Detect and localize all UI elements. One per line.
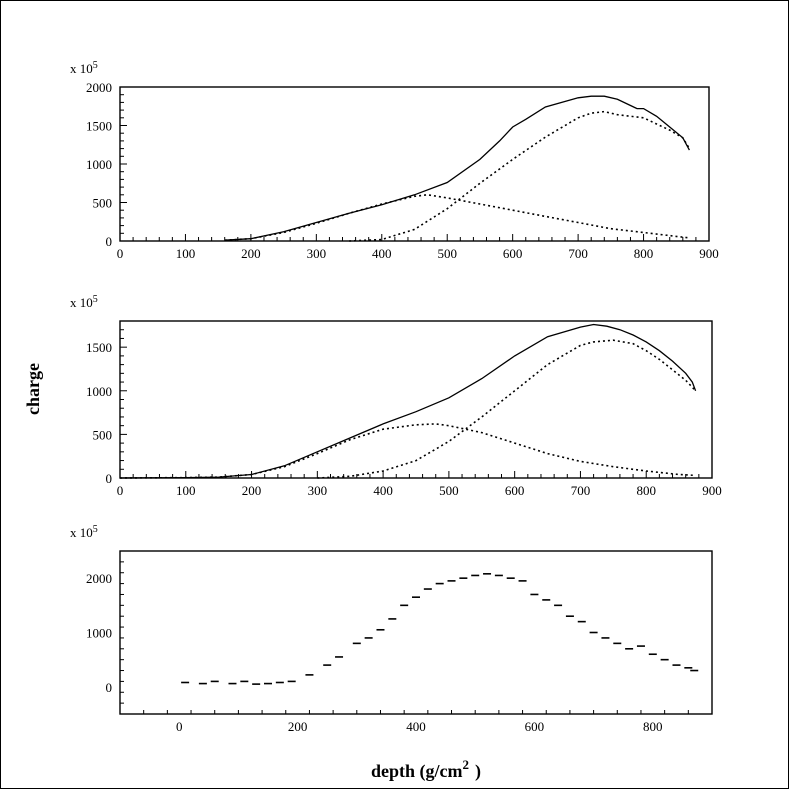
- x-tick-label: 300: [307, 246, 327, 261]
- plot-frame: [119, 550, 713, 715]
- x-tick-label: 700: [571, 483, 591, 498]
- x-tick-label: 600: [525, 719, 545, 734]
- y-multiplier-exponent: 5: [93, 524, 98, 535]
- series-difference: [181, 573, 699, 685]
- x-tick-label: 200: [288, 719, 308, 734]
- series-muon-line: [317, 339, 697, 479]
- y-multiplier-label: x 105: [70, 524, 98, 540]
- x-tick-label: 0: [117, 246, 124, 261]
- x-tick-label: 800: [636, 483, 656, 498]
- series-muon-line: [349, 110, 691, 242]
- x-tick-label: 200: [242, 483, 262, 498]
- y-tick-label: 0: [106, 471, 113, 486]
- y-multiplier-label: x 105: [70, 294, 98, 310]
- x-axis-title-main: depth (g/cm: [371, 761, 463, 782]
- y-multiplier-label: x 105: [70, 60, 98, 76]
- series-total-line: [119, 323, 697, 479]
- x-axis-title-exponent: 2: [463, 757, 470, 772]
- y-tick-label: 1000: [86, 384, 112, 399]
- y-tick-label: 2000: [86, 571, 112, 586]
- x-tick-label: 900: [702, 483, 722, 498]
- x-tick-label: 800: [643, 719, 663, 734]
- panels: 0 100 200 300 400 500 600 700 800 900050010001500…: [70, 60, 722, 734]
- y-axis-title: charge: [23, 363, 43, 415]
- x-tick-label: 400: [406, 719, 426, 734]
- x-tick-label: 600: [505, 483, 525, 498]
- x-axis-title: depth (g/cm2): [371, 757, 481, 782]
- x-tick-label: 300: [308, 483, 328, 498]
- y-multiplier-exponent: 5: [93, 60, 98, 71]
- x-tick-label: 700: [568, 246, 588, 261]
- x-axis-title-close: ): [475, 761, 481, 782]
- plot-frame: [119, 320, 713, 479]
- x-tick-label: 400: [372, 246, 392, 261]
- y-tick-label: 1000: [86, 157, 112, 172]
- y-tick-label: 0: [106, 234, 113, 249]
- plot-frame: [119, 86, 710, 242]
- x-tick-label: 0: [176, 719, 183, 734]
- x-tick-label: 0: [117, 483, 124, 498]
- x-tick-label: 100: [176, 483, 196, 498]
- series-total-line: [224, 95, 690, 241]
- y-tick-label: 2000: [86, 80, 112, 95]
- panel-2: 0 100 200 300 400 500 600 700 800 900 0 500 1000 1500…: [70, 294, 722, 498]
- panel-1: 0 100 200 300 400 500 600 700 800 900 0 500 1000 1500…: [70, 60, 719, 261]
- y-tick-label: 1500: [86, 340, 112, 355]
- x-tick-label: 200: [241, 246, 261, 261]
- panel-3: 0 200 400 600 800 0 1000 2000 x 105: [70, 524, 713, 734]
- y-tick-label: 500: [93, 196, 113, 211]
- series-electromagnetic-line: [224, 193, 690, 241]
- x-tick-label: 600: [503, 246, 523, 261]
- y-tick-label: 1500: [86, 119, 112, 134]
- x-tick-label: 400: [373, 483, 393, 498]
- x-tick-label: 500: [437, 246, 457, 261]
- x-tick-label: 500: [439, 483, 459, 498]
- y-multiplier-exponent: 5: [93, 294, 98, 305]
- x-tick-label: 800: [634, 246, 654, 261]
- y-tick-label: 1000: [86, 626, 112, 641]
- x-tick-label: 100: [176, 246, 196, 261]
- y-tick-label: 500: [93, 427, 113, 442]
- y-tick-label: 0: [106, 680, 113, 695]
- series-electromagnetic-line: [119, 423, 696, 479]
- x-tick-label: 900: [699, 246, 719, 261]
